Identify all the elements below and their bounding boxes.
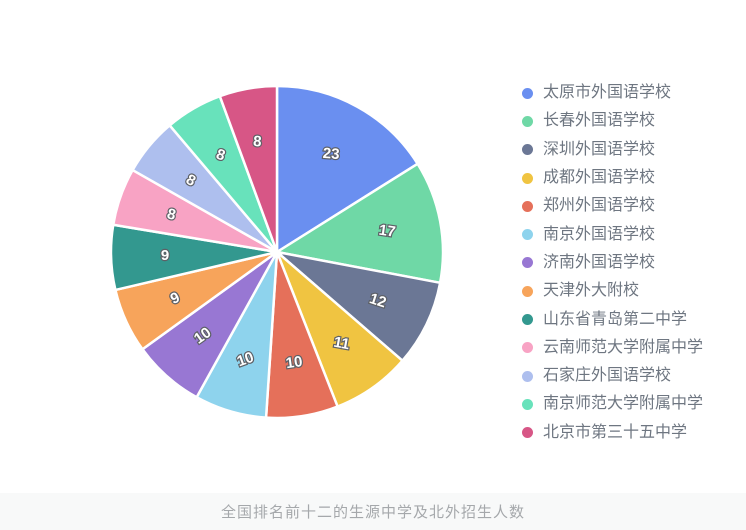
legend-item-label: 北京市第三十五中学 (543, 423, 688, 441)
legend-dot-icon (522, 342, 533, 354)
pie-slice[interactable] (275, 162, 445, 285)
caption-band: 全国排名前十二的生源中学及北外招生人数 (0, 493, 746, 530)
legend-item-label: 长春外国语学校 (543, 112, 656, 130)
legend-item[interactable]: 北京市第三十五中学 (522, 419, 703, 447)
legend-item-label: 天津外大附校 (543, 282, 640, 300)
legend-item-label: 云南师范大学附属中学 (543, 338, 704, 356)
legend-item[interactable]: 深圳外国语学校 (522, 136, 703, 164)
legend-item-label: 郑州外国语学校 (543, 197, 656, 215)
legend-dot-icon (522, 200, 533, 212)
legend-item[interactable]: 郑州外国语学校 (522, 192, 703, 220)
legend-dot-icon (522, 314, 533, 326)
legend-dot-icon (522, 257, 533, 269)
legend-item[interactable]: 天津外大附校 (522, 277, 703, 305)
legend-dot-icon (522, 285, 533, 297)
legend-item-label: 南京外国语学校 (543, 225, 656, 243)
legend-item[interactable]: 山东省青岛第二中学 (522, 305, 703, 333)
legend-item-label: 深圳外国语学校 (543, 140, 656, 158)
legend-dot-icon (522, 87, 533, 99)
chart-caption: 全国排名前十二的生源中学及北外招生人数 (220, 504, 525, 521)
legend-item[interactable]: 济南外国语学校 (522, 249, 703, 277)
legend-item-label: 南京师范大学附属中学 (543, 395, 704, 413)
chart-legend: 太原市外国语学校 长春外国语学校 深圳外国语学校 成都外国语学校 郑州外国语学校 南京外国… (522, 79, 703, 447)
legend-item[interactable]: 太原市外国语学校 (522, 79, 703, 107)
legend-dot-icon (522, 115, 533, 127)
pie-slice[interactable] (275, 84, 419, 254)
legend-dot-icon (522, 144, 533, 156)
legend-item-label: 太原市外国语学校 (543, 84, 672, 102)
pie-slice[interactable] (218, 84, 279, 254)
legend-item-label: 济南外国语学校 (543, 253, 656, 271)
legend-item-label: 山东省青岛第二中学 (543, 310, 688, 328)
legend-item-label: 石家庄外国语学校 (543, 367, 672, 385)
legend-dot-icon (522, 398, 533, 410)
legend-item[interactable]: 长春外国语学校 (522, 107, 703, 135)
legend-item[interactable]: 云南师范大学附属中学 (522, 334, 703, 362)
legend-item[interactable]: 成都外国语学校 (522, 164, 703, 192)
legend-dot-icon (522, 229, 533, 241)
legend-dot-icon (522, 370, 533, 382)
legend-dot-icon (522, 172, 533, 184)
legend-item[interactable]: 石家庄外国语学校 (522, 362, 703, 390)
legend-item[interactable]: 南京师范大学附属中学 (522, 390, 703, 418)
pie-slice[interactable] (275, 250, 442, 362)
legend-item[interactable]: 南京外国语学校 (522, 220, 703, 248)
legend-item-label: 成都外国语学校 (543, 169, 656, 187)
legend-dot-icon (522, 427, 533, 439)
